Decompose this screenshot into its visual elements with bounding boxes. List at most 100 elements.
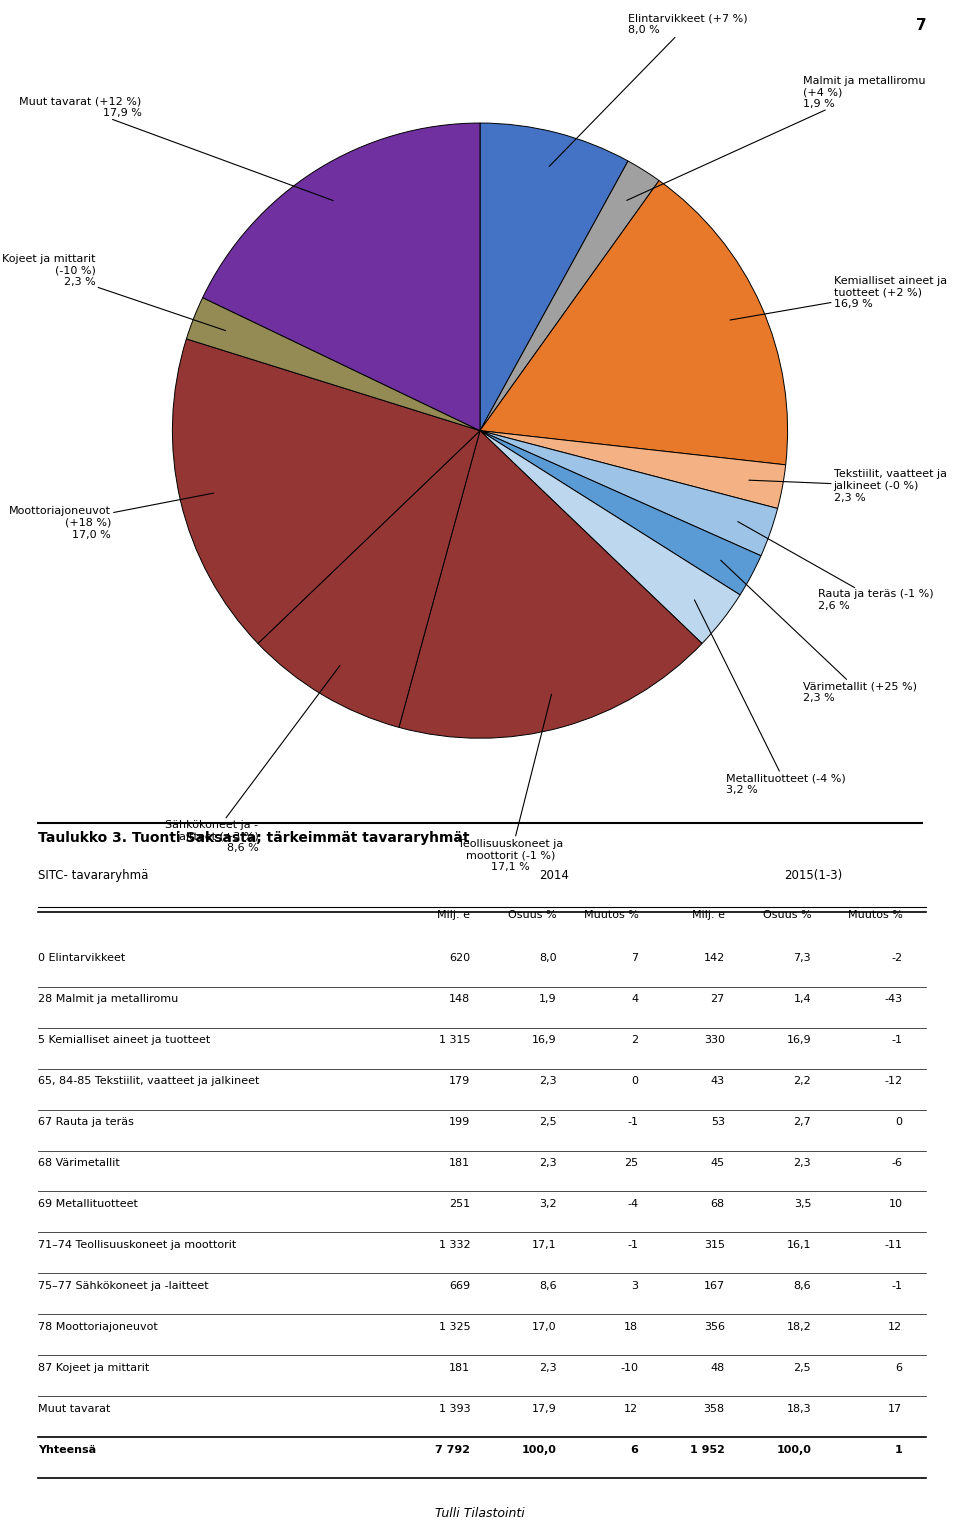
Text: 1 393: 1 393 xyxy=(439,1404,470,1413)
Text: 199: 199 xyxy=(449,1117,470,1127)
Text: -2: -2 xyxy=(891,954,902,963)
Text: 16,9: 16,9 xyxy=(532,1035,557,1044)
Text: 669: 669 xyxy=(449,1281,470,1290)
Wedge shape xyxy=(480,161,660,431)
Wedge shape xyxy=(480,180,787,464)
Wedge shape xyxy=(186,298,480,431)
Wedge shape xyxy=(258,431,480,727)
Text: 251: 251 xyxy=(449,1198,470,1209)
Text: 2,3: 2,3 xyxy=(794,1158,811,1167)
Text: 358: 358 xyxy=(704,1404,725,1413)
Text: Rauta ja teräs (-1 %)
2,6 %: Rauta ja teräs (-1 %) 2,6 % xyxy=(738,521,934,611)
Text: 78 Moottoriajoneuvot: 78 Moottoriajoneuvot xyxy=(38,1321,158,1332)
Wedge shape xyxy=(480,431,778,555)
Text: Moottoriajoneuvot
(+18 %)
17,0 %: Moottoriajoneuvot (+18 %) 17,0 % xyxy=(9,494,214,540)
Text: 142: 142 xyxy=(704,954,725,963)
Wedge shape xyxy=(480,431,740,643)
Text: 181: 181 xyxy=(449,1363,470,1373)
Text: 4: 4 xyxy=(632,994,638,1004)
Text: 1 315: 1 315 xyxy=(439,1035,470,1044)
Text: Milj. e: Milj. e xyxy=(438,910,470,920)
Text: -4: -4 xyxy=(627,1198,638,1209)
Text: 12: 12 xyxy=(624,1404,638,1413)
Text: 2,5: 2,5 xyxy=(794,1363,811,1373)
Text: 16,9: 16,9 xyxy=(786,1035,811,1044)
Text: 2,5: 2,5 xyxy=(540,1117,557,1127)
Text: Muut tavarat (+12 %)
17,9 %: Muut tavarat (+12 %) 17,9 % xyxy=(19,97,333,200)
Text: 1 325: 1 325 xyxy=(439,1321,470,1332)
Wedge shape xyxy=(173,338,480,643)
Text: 1,4: 1,4 xyxy=(794,994,811,1004)
Text: 2: 2 xyxy=(632,1035,638,1044)
Text: 1: 1 xyxy=(895,1444,902,1455)
Text: 28 Malmit ja metalliromu: 28 Malmit ja metalliromu xyxy=(38,994,179,1004)
Text: 71–74 Teollisuuskoneet ja moottorit: 71–74 Teollisuuskoneet ja moottorit xyxy=(38,1240,237,1250)
Wedge shape xyxy=(480,431,785,509)
Text: 12: 12 xyxy=(888,1321,902,1332)
Text: 2,3: 2,3 xyxy=(540,1077,557,1086)
Text: 1,9: 1,9 xyxy=(540,994,557,1004)
Text: 100,0: 100,0 xyxy=(777,1444,811,1455)
Text: 17,1: 17,1 xyxy=(532,1240,557,1250)
Text: Tekstiilit, vaatteet ja
jalkineet (-0 %)
2,3 %: Tekstiilit, vaatteet ja jalkineet (-0 %)… xyxy=(749,469,947,503)
Text: 1 952: 1 952 xyxy=(690,1444,725,1455)
Text: Milj. e: Milj. e xyxy=(692,910,725,920)
Text: 2015(1-3): 2015(1-3) xyxy=(784,869,843,881)
Text: 18,2: 18,2 xyxy=(786,1321,811,1332)
Text: 75–77 Sähkökoneet ja -laitteet: 75–77 Sähkökoneet ja -laitteet xyxy=(38,1281,209,1290)
Text: 7 792: 7 792 xyxy=(436,1444,470,1455)
Text: SITC- tavararyhmä: SITC- tavararyhmä xyxy=(38,869,149,881)
Text: Osuus %: Osuus % xyxy=(762,910,811,920)
Text: 179: 179 xyxy=(449,1077,470,1086)
Text: 1 332: 1 332 xyxy=(439,1240,470,1250)
Text: -1: -1 xyxy=(892,1035,902,1044)
Text: 45: 45 xyxy=(710,1158,725,1167)
Text: Teollisuuskoneet ja
moottorit (-1 %)
17,1 %: Teollisuuskoneet ja moottorit (-1 %) 17,… xyxy=(458,694,564,872)
Text: 148: 148 xyxy=(449,994,470,1004)
Text: Yhteensä: Yhteensä xyxy=(38,1444,97,1455)
Text: Muut tavarat: Muut tavarat xyxy=(38,1404,110,1413)
Text: 27: 27 xyxy=(710,994,725,1004)
Text: Kemialliset aineet ja
tuotteet (+2 %)
16,9 %: Kemialliset aineet ja tuotteet (+2 %) 16… xyxy=(730,275,947,320)
Text: Metallituotteet (-4 %)
3,2 %: Metallituotteet (-4 %) 3,2 % xyxy=(694,600,846,795)
Text: 68 Värimetallit: 68 Värimetallit xyxy=(38,1158,120,1167)
Text: Sähkökoneet ja -
laitteet (+3 %)
8,6 %: Sähkökoneet ja - laitteet (+3 %) 8,6 % xyxy=(165,666,340,854)
Text: 181: 181 xyxy=(449,1158,470,1167)
Text: 315: 315 xyxy=(704,1240,725,1250)
Text: Taulukko 3. Tuonti Saksasta; tärkeimmät tavararyhmät: Taulukko 3. Tuonti Saksasta; tärkeimmät … xyxy=(38,831,469,844)
Text: Malmit ja metalliromu
(+4 %)
1,9 %: Malmit ja metalliromu (+4 %) 1,9 % xyxy=(627,75,925,200)
Wedge shape xyxy=(399,431,702,738)
Text: Muutos %: Muutos % xyxy=(584,910,638,920)
Text: Kojeet ja mittarit
(-10 %)
2,3 %: Kojeet ja mittarit (-10 %) 2,3 % xyxy=(2,254,226,331)
Text: 330: 330 xyxy=(704,1035,725,1044)
Text: 167: 167 xyxy=(704,1281,725,1290)
Text: 7: 7 xyxy=(632,954,638,963)
Text: 2014: 2014 xyxy=(540,869,569,881)
Text: 18: 18 xyxy=(624,1321,638,1332)
Text: -11: -11 xyxy=(884,1240,902,1250)
Text: -43: -43 xyxy=(884,994,902,1004)
Text: 2,2: 2,2 xyxy=(794,1077,811,1086)
Text: 7,3: 7,3 xyxy=(794,954,811,963)
Text: 6: 6 xyxy=(631,1444,638,1455)
Text: 620: 620 xyxy=(449,954,470,963)
Text: 8,0: 8,0 xyxy=(540,954,557,963)
Text: Elintarvikkeet (+7 %)
8,0 %: Elintarvikkeet (+7 %) 8,0 % xyxy=(549,14,747,166)
Text: 6: 6 xyxy=(896,1363,902,1373)
Text: 87 Kojeet ja mittarit: 87 Kojeet ja mittarit xyxy=(38,1363,150,1373)
Text: 0 Elintarvikkeet: 0 Elintarvikkeet xyxy=(38,954,126,963)
Text: 43: 43 xyxy=(710,1077,725,1086)
Text: 2,3: 2,3 xyxy=(540,1363,557,1373)
Text: Muutos %: Muutos % xyxy=(848,910,902,920)
Wedge shape xyxy=(480,431,761,595)
Text: -6: -6 xyxy=(892,1158,902,1167)
Wedge shape xyxy=(480,123,628,431)
Text: 5 Kemialliset aineet ja tuotteet: 5 Kemialliset aineet ja tuotteet xyxy=(38,1035,210,1044)
Text: Osuus %: Osuus % xyxy=(508,910,557,920)
Text: -12: -12 xyxy=(884,1077,902,1086)
Text: 0: 0 xyxy=(896,1117,902,1127)
Text: 7: 7 xyxy=(916,18,926,34)
Text: -1: -1 xyxy=(628,1117,638,1127)
Text: 25: 25 xyxy=(624,1158,638,1167)
Text: 2,7: 2,7 xyxy=(794,1117,811,1127)
